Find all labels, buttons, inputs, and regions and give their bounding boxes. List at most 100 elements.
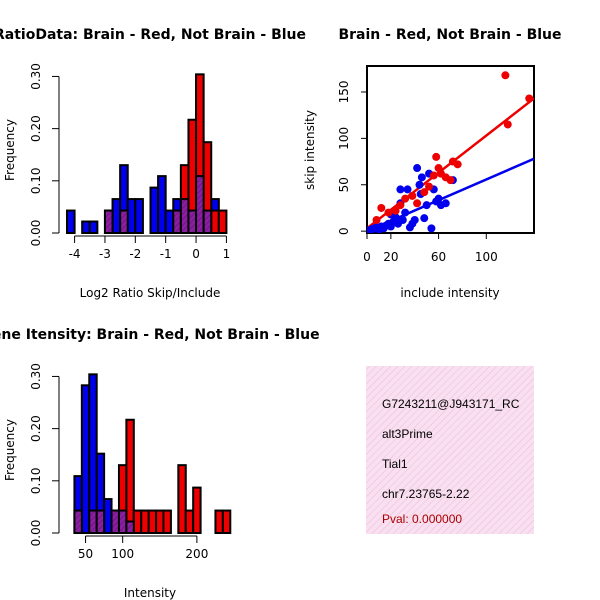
bar-brain xyxy=(184,509,195,535)
bar-not-brain xyxy=(88,373,98,534)
info-gene-name: Tial1 xyxy=(382,457,408,471)
point-not-brain xyxy=(422,201,431,210)
chart-title: RatioData: Brain - Red, Not Brain - Blue xyxy=(0,27,306,43)
chart-title: Brain - Red, Not Brain - Blue xyxy=(338,27,561,43)
y-axis-label: skip intensity xyxy=(303,110,317,190)
bar-overlap xyxy=(179,198,190,234)
info-panel: G7243211@J943171_RC alt3Prime Tial1 chr7… xyxy=(366,366,534,534)
point-brain xyxy=(425,182,434,191)
bar-not-brain xyxy=(126,198,137,234)
bar-overlap xyxy=(202,209,213,234)
info-pval: Pval: 0.000000 xyxy=(382,512,462,526)
bar-overlap xyxy=(119,209,129,234)
bar-not-brain xyxy=(81,220,91,235)
point-brain xyxy=(432,152,441,161)
point-not-brain xyxy=(434,194,443,203)
bar-brain xyxy=(140,509,150,535)
y-tick-label: 150 xyxy=(337,81,351,104)
point-brain xyxy=(413,199,422,208)
bar-not-brain xyxy=(134,198,144,234)
point-brain xyxy=(401,194,410,203)
bar-overlap xyxy=(125,520,135,534)
point-not-brain xyxy=(427,224,436,233)
point-not-brain xyxy=(441,199,450,208)
plot-frame xyxy=(366,65,535,234)
bar-overlap xyxy=(88,509,98,535)
point-brain xyxy=(396,201,405,210)
info-location: chr7.23765-2.22 xyxy=(382,487,470,501)
intensity-histogram: Gene Itensity: Brain - Red, Not Brain - … xyxy=(0,327,320,600)
point-not-brain xyxy=(403,185,412,194)
bar-overlap xyxy=(103,209,114,234)
ratio-histogram: RatioData: Brain - Red, Not Brain - Blue… xyxy=(0,27,306,300)
x-tick-label: -3 xyxy=(99,247,111,261)
bar-overlap xyxy=(187,209,198,234)
bar-brain xyxy=(177,464,187,534)
y-tick-label: 100 xyxy=(337,127,351,150)
bar-not-brain xyxy=(80,384,91,535)
point-brain xyxy=(501,71,510,80)
bar-brain xyxy=(155,509,165,535)
info-probe-id: G7243211@J943171_RC xyxy=(382,397,520,411)
skip-include-scatter: Brain - Red, Not Brain - Blue 0 20 60 100 0 50… xyxy=(303,27,562,300)
bar-overlap xyxy=(117,509,128,535)
bar-brain xyxy=(210,209,220,234)
bar-brain xyxy=(162,509,172,535)
x-tick-label: 0 xyxy=(363,250,371,264)
x-tick-label: 100 xyxy=(111,547,134,561)
bar-overlap xyxy=(195,175,205,235)
bar-not-brain xyxy=(157,175,167,235)
bar-brain xyxy=(132,509,143,535)
info-event-type: alt3Prime xyxy=(382,427,433,441)
point-brain xyxy=(377,203,386,212)
bar-not-brain xyxy=(164,209,175,234)
bar-brain xyxy=(147,509,158,535)
y-tick-label: 0.10 xyxy=(29,167,43,194)
plot-area xyxy=(367,71,534,233)
y-axis-label: Frequency xyxy=(3,419,17,481)
x-tick-label: -2 xyxy=(129,247,141,261)
x-tick-label: 60 xyxy=(431,250,446,264)
y-tick-label: 0.10 xyxy=(29,467,43,494)
bar-overlap xyxy=(73,509,83,535)
bar-brain xyxy=(125,418,135,534)
x-tick-label: 1 xyxy=(223,247,231,261)
y-tick-label: 0 xyxy=(337,227,351,235)
x-tick-label: -4 xyxy=(69,247,81,261)
point-brain xyxy=(525,94,534,103)
bar-brain xyxy=(214,509,224,535)
bar-brain xyxy=(192,486,202,534)
point-not-brain xyxy=(396,185,405,194)
bar-not-brain xyxy=(88,220,99,235)
x-tick-label: 100 xyxy=(475,250,498,264)
bar-brain xyxy=(221,509,232,535)
bar-not-brain xyxy=(111,198,122,234)
point-brain xyxy=(420,188,429,197)
point-brain xyxy=(372,216,381,225)
point-not-brain xyxy=(401,208,410,217)
bar-not-brain xyxy=(103,498,113,534)
point-not-brain xyxy=(415,180,424,189)
point-not-brain xyxy=(420,214,429,223)
y-tick-label: 0.20 xyxy=(29,415,43,442)
bar-brain xyxy=(217,209,228,234)
bar-overlap xyxy=(172,209,182,234)
x-tick-label: 200 xyxy=(185,547,208,561)
x-tick-label: 50 xyxy=(78,547,93,561)
y-tick-label: 50 xyxy=(337,177,351,192)
bar-not-brain xyxy=(149,186,160,235)
point-brain xyxy=(446,176,455,185)
point-not-brain xyxy=(410,216,419,225)
point-brain xyxy=(503,120,512,129)
x-axis-label: include intensity xyxy=(400,286,499,300)
y-tick-label: 0.00 xyxy=(29,520,43,547)
point-brain xyxy=(429,171,438,180)
y-tick-label: 0.20 xyxy=(29,115,43,142)
y-tick-label: 0.30 xyxy=(29,63,43,90)
point-not-brain xyxy=(398,216,407,225)
info-panel-background xyxy=(366,366,534,534)
x-tick-label: 0 xyxy=(192,247,200,261)
point-brain xyxy=(384,208,393,217)
y-axis-label: Frequency xyxy=(3,119,17,181)
